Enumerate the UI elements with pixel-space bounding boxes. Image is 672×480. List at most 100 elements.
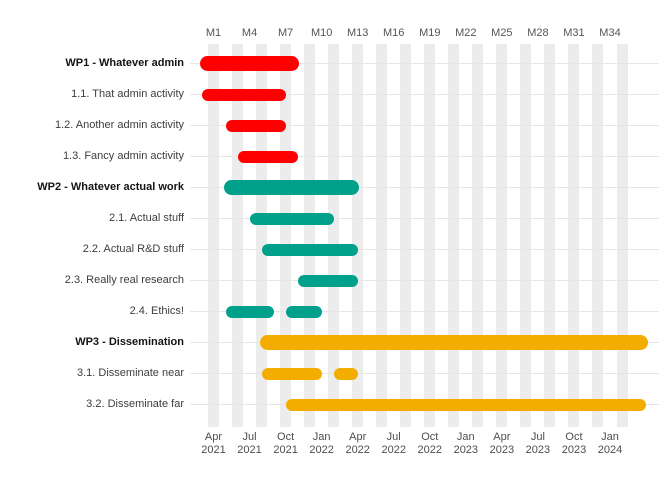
row-gridline <box>190 125 659 126</box>
row-gridline <box>190 249 659 250</box>
top-axis-label: M10 <box>310 27 333 39</box>
bottom-axis-month: Jul <box>530 431 545 443</box>
bottom-axis-month: Apr <box>349 431 367 443</box>
bottom-axis-month: Jul <box>242 431 257 443</box>
row-label: 1.3. Fancy admin activity <box>62 150 184 162</box>
bottom-axis-month: Oct <box>421 431 439 443</box>
bottom-axis-label: Oct 2023 <box>562 431 586 457</box>
gantt-bar-segment <box>260 335 648 350</box>
row-gridline <box>190 373 659 374</box>
row-label: 3.1. Disseminate near <box>77 367 184 379</box>
top-axis-label: M16 <box>383 27 405 39</box>
row-gridline <box>190 94 659 95</box>
gantt-bar-segment <box>261 243 358 256</box>
bottom-axis-month: Apr <box>493 431 511 443</box>
month-stripe <box>616 44 628 427</box>
bottom-axis-label: Apr 2022 <box>345 431 369 457</box>
top-axis-label: M22 <box>455 27 477 39</box>
month-stripe <box>400 44 412 427</box>
bottom-axis-label: Jan 2023 <box>454 431 478 457</box>
bottom-axis-year: 2021 <box>237 444 262 456</box>
bottom-axis-year: 2022 <box>417 444 443 456</box>
top-axis-label: M13 <box>346 27 369 39</box>
bottom-axis-label: Jul 2023 <box>526 431 550 457</box>
month-stripe <box>544 44 556 427</box>
gantt-bar-segment <box>261 367 322 380</box>
bottom-axis-label: Oct 2022 <box>418 431 442 457</box>
gantt-bar-segment <box>200 56 300 71</box>
bottom-axis-year: 2022 <box>345 444 370 456</box>
row-label: 2.1. Actual stuff <box>108 212 184 224</box>
month-stripe <box>448 44 460 427</box>
row-label: 2.3. Really real research <box>64 274 184 286</box>
gantt-bar-segment <box>225 119 286 132</box>
month-stripe <box>304 44 316 427</box>
row-label: 1.1. That admin activity <box>71 88 184 100</box>
month-stripe <box>424 44 436 427</box>
gantt-bar-segment <box>224 180 360 195</box>
gantt-bar-segment <box>333 367 358 380</box>
top-axis-label: M4 <box>241 27 258 39</box>
bottom-axis-year: 2023 <box>453 444 479 456</box>
bottom-axis-label: Jan 2022 <box>309 431 333 457</box>
month-stripe <box>568 44 580 427</box>
top-axis-label: M19 <box>419 27 441 39</box>
bottom-axis-label: Jul 2022 <box>381 431 405 457</box>
bottom-axis-label: Jul 2021 <box>237 431 261 457</box>
gantt-bar-segment <box>297 274 358 287</box>
bottom-axis-month: Oct <box>565 431 583 443</box>
bottom-axis-label: Apr 2021 <box>201 431 225 457</box>
top-axis-label: M25 <box>491 27 513 39</box>
row-gridline <box>190 218 659 219</box>
gantt-bar-segment <box>285 305 322 318</box>
top-axis-label: M31 <box>563 27 585 39</box>
bottom-axis-year: 2023 <box>561 444 587 456</box>
bottom-axis-month: Jan <box>456 431 475 443</box>
gantt-bar-segment <box>285 398 647 411</box>
month-stripe <box>232 44 244 427</box>
row-label: 1.2. Another admin activity <box>54 119 184 131</box>
month-stripe <box>592 44 604 427</box>
bottom-axis-year: 2021 <box>273 444 298 456</box>
bottom-axis-label: Jan 2024 <box>598 431 622 457</box>
month-stripe <box>328 44 340 427</box>
row-gridline <box>190 63 659 64</box>
bottom-axis-year: 2022 <box>309 444 334 456</box>
row-label: 2.4. Ethics! <box>129 305 184 317</box>
top-axis-label: M1 <box>205 27 222 39</box>
bottom-axis-month: Apr <box>204 431 223 443</box>
row-label: 2.2. Actual R&D stuff <box>82 243 184 255</box>
row-gridline <box>190 187 659 188</box>
bottom-axis-year: 2021 <box>201 444 226 456</box>
top-axis-label: M34 <box>599 27 621 39</box>
month-stripe <box>472 44 484 427</box>
row-label: WP2 - Whatever actual work <box>37 181 184 193</box>
month-stripe <box>256 44 268 427</box>
row-label: 3.2. Disseminate far <box>86 398 184 410</box>
bottom-axis-year: 2023 <box>525 444 551 456</box>
row-gridline <box>190 156 659 157</box>
bottom-axis-month: Jan <box>601 431 619 443</box>
bottom-axis-year: 2022 <box>381 444 406 456</box>
row-gridline <box>190 280 659 281</box>
top-axis-label: M28 <box>527 27 549 39</box>
gantt-bar-segment <box>225 305 274 318</box>
month-stripe <box>376 44 388 427</box>
bottom-axis-year: 2024 <box>597 444 623 456</box>
bottom-axis-label: Oct 2021 <box>273 431 297 457</box>
gantt-bar-segment <box>249 212 334 225</box>
gantt-bar-segment <box>237 150 298 163</box>
bottom-axis-month: Jan <box>312 431 331 443</box>
top-axis-label: M7 <box>277 27 294 39</box>
gantt-bar-segment <box>201 88 286 101</box>
bottom-axis-month: Oct <box>277 431 295 443</box>
month-stripe <box>352 44 364 427</box>
bottom-axis-label: Apr 2023 <box>490 431 514 457</box>
month-stripe <box>280 44 292 427</box>
month-stripe <box>208 44 219 427</box>
month-stripe <box>520 44 532 427</box>
bottom-axis-month: Jul <box>386 431 401 443</box>
row-gridline <box>190 311 659 312</box>
month-stripe <box>496 44 508 427</box>
row-label: WP3 - Dissemination <box>75 336 184 348</box>
